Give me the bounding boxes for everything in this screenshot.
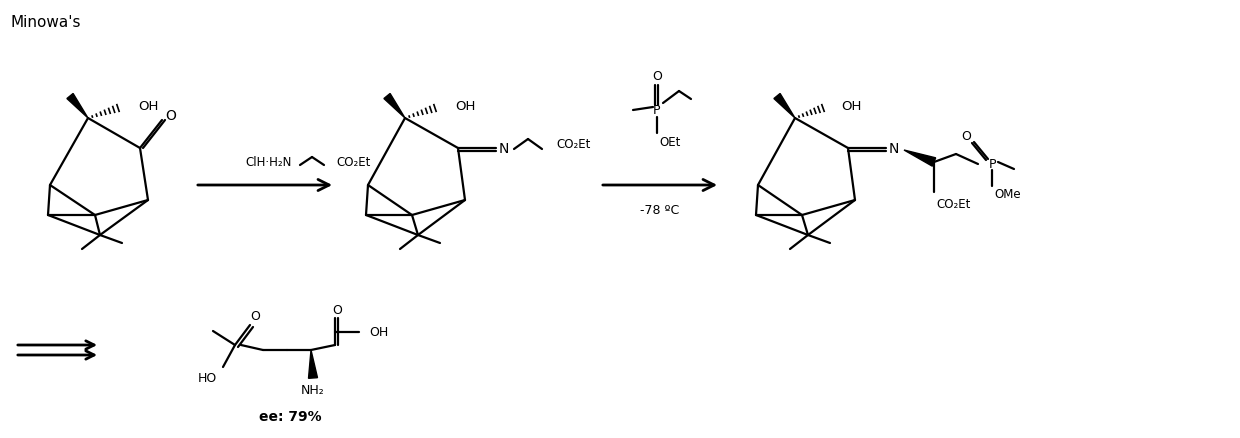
Text: P: P (653, 103, 661, 117)
Text: ClH·H₂N: ClH·H₂N (246, 156, 291, 170)
Text: CO₂Et: CO₂Et (336, 156, 371, 170)
Text: OH: OH (138, 99, 159, 113)
Text: HO: HO (197, 372, 217, 385)
Text: CO₂Et: CO₂Et (556, 138, 590, 151)
Text: ee: 79%: ee: 79% (259, 410, 321, 424)
Text: NH₂: NH₂ (301, 384, 325, 396)
Text: O: O (250, 311, 260, 324)
Polygon shape (67, 93, 88, 118)
Text: O: O (332, 304, 342, 317)
Text: OH: OH (841, 99, 862, 113)
Text: -78 ºC: -78 ºC (640, 204, 680, 216)
Text: OH: OH (370, 325, 388, 339)
Text: P: P (988, 158, 996, 170)
Text: N: N (498, 142, 510, 156)
Text: Minowa's: Minowa's (10, 15, 81, 30)
Text: CO₂Et: CO₂Et (936, 198, 971, 211)
Text: O: O (961, 130, 971, 142)
Text: OEt: OEt (658, 137, 681, 149)
Text: OMe: OMe (994, 187, 1021, 201)
Polygon shape (774, 93, 795, 118)
Polygon shape (904, 150, 936, 166)
Text: OH: OH (455, 99, 475, 113)
Text: O: O (652, 71, 662, 84)
Text: N: N (889, 142, 899, 156)
Polygon shape (384, 93, 405, 118)
Text: O: O (166, 109, 176, 123)
Polygon shape (309, 350, 317, 378)
